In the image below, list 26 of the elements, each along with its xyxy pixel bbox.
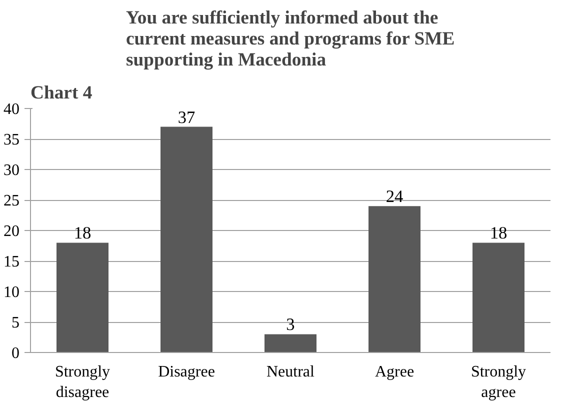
data-label: 18	[74, 224, 92, 243]
y-tick-label: 20	[4, 223, 20, 240]
y-tick-label: 40	[4, 101, 20, 118]
x-tick-label: Neutral	[266, 364, 316, 380]
y-tick-label: 15	[4, 254, 20, 270]
y-tick-label: 30	[4, 162, 20, 179]
bar	[56, 242, 108, 352]
bar	[264, 334, 316, 352]
data-label: 18	[490, 224, 508, 243]
y-tick-label: 35	[4, 132, 20, 148]
y-tick-label: 0	[12, 345, 20, 362]
bar	[368, 206, 420, 352]
bar	[160, 126, 212, 352]
y-tick-label: 5	[12, 314, 20, 332]
caption: Chart 4	[30, 82, 92, 104]
x-tick-label: Disagree	[158, 364, 215, 380]
bar	[472, 242, 524, 352]
y-tick-label: 10	[4, 284, 20, 301]
data-label: 24	[386, 187, 404, 206]
data-label: 3	[286, 315, 295, 334]
chart-title: You are sufficiently informed about the current measures and programs for SME supporting in Macedonia	[126, 8, 455, 70]
y-tick-label: 25	[4, 192, 20, 210]
data-label: 37	[178, 108, 196, 127]
x-tick-label: Agree	[374, 364, 414, 380]
x-tick-label: Strongly agree	[470, 364, 526, 401]
x-tick-label: Strongly disagree	[54, 364, 110, 401]
